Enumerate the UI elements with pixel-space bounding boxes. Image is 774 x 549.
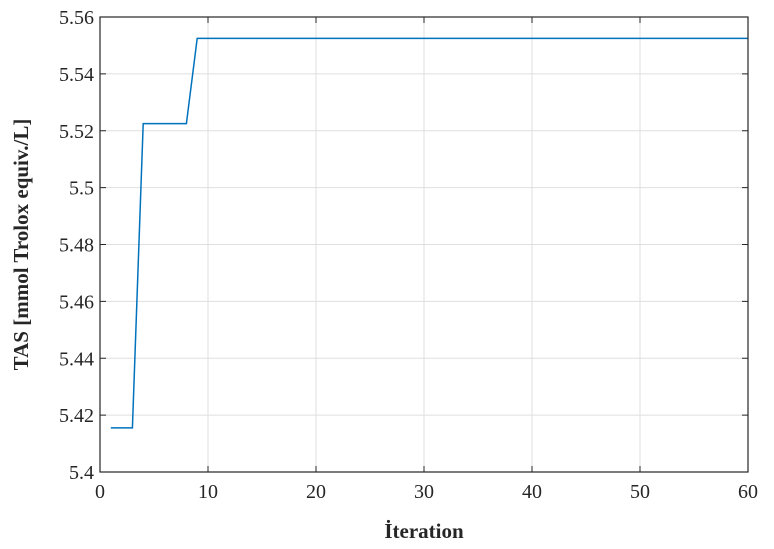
y-axis-title: TAS [mmol Trolox equiv./L] xyxy=(9,119,33,371)
y-tick-label: 5.42 xyxy=(59,405,94,427)
y-tick-label: 5.4 xyxy=(69,462,94,484)
y-tick-label: 5.54 xyxy=(59,64,94,86)
x-tick-label: 0 xyxy=(95,481,105,503)
x-tick-label: 30 xyxy=(414,481,434,503)
y-tick-label: 5.56 xyxy=(59,7,94,29)
series-layer xyxy=(110,37,748,429)
y-tick-label: 5.46 xyxy=(59,291,94,313)
ticks xyxy=(99,16,749,473)
x-axis-title: İteration xyxy=(384,519,464,543)
y-tick-label: 5.5 xyxy=(69,178,94,200)
x-tick-label: 40 xyxy=(522,481,542,503)
x-tick-label: 10 xyxy=(198,481,218,503)
tick-labels: 0 10 20 30 40 50 60 5.4 5.42 5.44 5.46 5.48 5.5 5.52 5… xyxy=(59,7,758,503)
y-tick-label: 5.48 xyxy=(59,235,94,257)
y-tick-label: 5.52 xyxy=(59,121,94,143)
x-tick-label: 60 xyxy=(738,481,758,503)
x-tick-label: 20 xyxy=(306,481,326,503)
series-line xyxy=(110,37,748,429)
x-tick-label: 50 xyxy=(630,481,650,503)
grid xyxy=(100,17,748,472)
y-tick-label: 5.44 xyxy=(59,348,94,370)
